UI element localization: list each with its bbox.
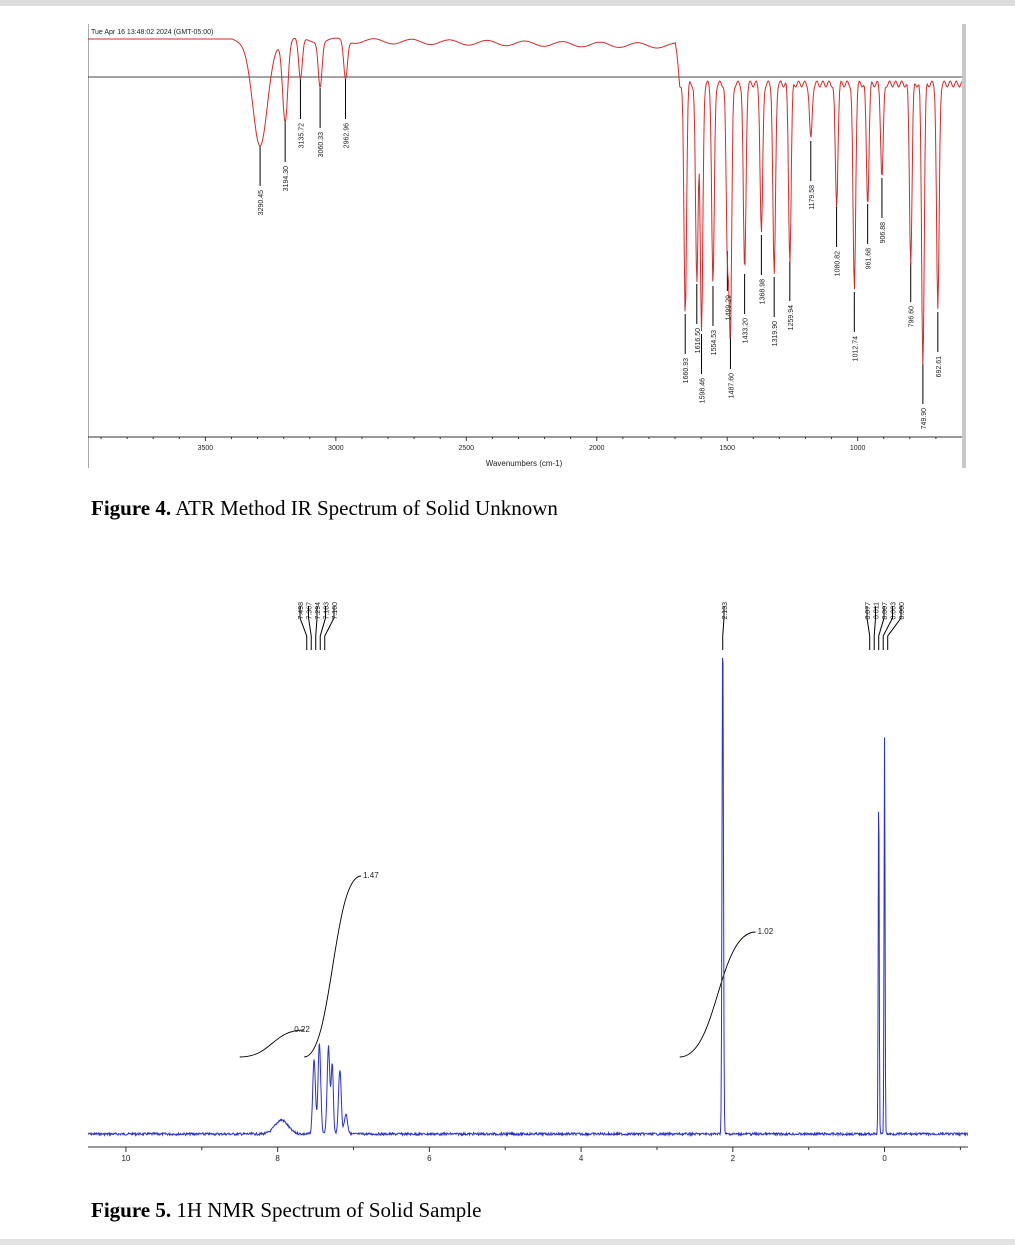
nmr-peak-label: 7.160 bbox=[332, 602, 339, 620]
nmr-peak-label: 7.498 bbox=[298, 602, 305, 620]
ir-tick-label: 1000 bbox=[850, 445, 866, 452]
nmr-label-leader bbox=[319, 606, 326, 650]
nmr-peak-label: 0.077 bbox=[865, 602, 872, 620]
ir-peak-label: 1433.20 bbox=[743, 318, 750, 343]
ir-peak-label: 1554.53 bbox=[711, 330, 718, 355]
nmr-label-leader bbox=[722, 606, 725, 650]
ir-tick-label: 3000 bbox=[328, 445, 344, 452]
nmr-label-leader bbox=[308, 606, 312, 650]
nmr-label-leader bbox=[315, 606, 318, 650]
nmr-label-leader bbox=[299, 606, 308, 650]
ir-spectrum-line bbox=[88, 37, 963, 366]
ir-tick-label: 3500 bbox=[198, 445, 214, 452]
nmr-label-leader bbox=[882, 606, 893, 650]
figure4-caption-text: ATR Method IR Spectrum of Solid Unknown bbox=[171, 496, 558, 520]
nmr-peak-label: 0.003 bbox=[891, 602, 898, 620]
nmr-peak-label: 0.007 bbox=[882, 602, 889, 620]
nmr-peak-label: 0.000 bbox=[899, 602, 906, 620]
ir-peak-label: 1080.82 bbox=[835, 251, 842, 276]
nmr-spectrum-chart: 10 8 6 4 2 0 7.498 7.367 7.294 7.183 7.160 2.133 0.… bbox=[87, 560, 969, 1180]
ir-tick-label: 2000 bbox=[589, 445, 605, 452]
nmr-label-leader bbox=[866, 606, 871, 650]
nmr-peak-label: 7.294 bbox=[315, 602, 322, 620]
nmr-peak-label: 0.011 bbox=[874, 602, 881, 619]
figure5-caption-text: 1H NMR Spectrum of Solid Sample bbox=[171, 1198, 482, 1222]
ir-peak-label: 961.68 bbox=[866, 248, 873, 270]
nmr-spectrum-svg: 10 8 6 4 2 0 7.498 7.367 7.294 7.183 7.160 2.133 0.… bbox=[87, 560, 969, 1180]
ir-tick-label: 2500 bbox=[459, 445, 475, 452]
nmr-label-leader bbox=[878, 606, 885, 650]
nmr-tick-label: 4 bbox=[579, 1154, 584, 1163]
ir-peak-label: 1616.50 bbox=[695, 328, 702, 353]
nmr-ticks: 10 8 6 4 2 0 bbox=[121, 1147, 961, 1163]
ir-peak-label: 3290.45 bbox=[258, 190, 265, 215]
ir-timestamp: Tue Apr 16 13:48:02 2024 (GMT-05:00) bbox=[91, 29, 213, 36]
nmr-integral-curve bbox=[679, 931, 756, 1058]
nmr-tick-label: 0 bbox=[882, 1154, 887, 1163]
ir-peak-label: 1259.94 bbox=[788, 305, 795, 330]
ir-peak-label: 3135.72 bbox=[298, 123, 305, 148]
nmr-label-leader bbox=[324, 606, 335, 650]
figure5-caption: Figure 5. 1H NMR Spectrum of Solid Sampl… bbox=[91, 1198, 481, 1223]
nmr-integral-label: 0.22 bbox=[294, 1025, 310, 1034]
top-border bbox=[0, 0, 1015, 6]
nmr-spectrum-line bbox=[87, 657, 969, 1138]
bottom-border bbox=[0, 1239, 1015, 1245]
ir-peak-label: 1319.90 bbox=[772, 321, 779, 346]
ir-spectrum-svg: Tue Apr 16 13:48:02 2024 (GMT-05:00) 350… bbox=[87, 24, 966, 468]
ir-peak-label: 3060.33 bbox=[318, 132, 325, 157]
nmr-tick-label: 2 bbox=[731, 1154, 736, 1163]
nmr-integral-label: 1.47 bbox=[363, 871, 379, 880]
ir-peak-label: 3194.30 bbox=[283, 166, 290, 191]
nmr-peak-labels: 7.498 7.367 7.294 7.183 7.160 2.133 0.077 0.011… bbox=[298, 602, 906, 650]
ir-peak-label: 1487.60 bbox=[728, 373, 735, 398]
nmr-peak-label: 7.183 bbox=[324, 602, 331, 620]
nmr-label-leader bbox=[873, 606, 876, 650]
nmr-plot-background bbox=[88, 560, 968, 1180]
nmr-integral-curve bbox=[239, 1029, 305, 1058]
nmr-integral-curve bbox=[304, 875, 362, 1058]
ir-spectrum-chart: Tue Apr 16 13:48:02 2024 (GMT-05:00) 350… bbox=[87, 24, 966, 468]
ir-peak-label: 1179.58 bbox=[809, 185, 816, 210]
ir-peak-label: 749.90 bbox=[921, 408, 928, 430]
ir-tick-label: 1500 bbox=[719, 445, 735, 452]
nmr-integrals: 0.22 1.47 1.02 bbox=[239, 871, 774, 1058]
nmr-tick-label: 10 bbox=[121, 1154, 130, 1163]
ir-right-scrollbar bbox=[962, 24, 966, 468]
ir-peaks: 3290.45 3194.30 3135.72 3060.33 2962.96 1660.… bbox=[258, 79, 943, 429]
ir-peak-label: 906.88 bbox=[880, 222, 887, 244]
ir-peak-label: 692.61 bbox=[936, 356, 943, 378]
ir-x-axis-label: Wavenumbers (cm-1) bbox=[486, 459, 563, 468]
ir-plot-background bbox=[88, 24, 966, 468]
figure5-caption-label: Figure 5. bbox=[91, 1198, 172, 1222]
nmr-integral-label: 1.02 bbox=[758, 927, 774, 936]
figure4-caption: Figure 4. ATR Method IR Spectrum of Soli… bbox=[91, 496, 558, 521]
nmr-peak-label: 7.367 bbox=[307, 602, 314, 620]
ir-peak-label: 1012.74 bbox=[852, 336, 859, 361]
ir-peak-label: 796.60 bbox=[909, 306, 916, 328]
nmr-peak-label: 2.133 bbox=[722, 602, 729, 620]
ir-peak-label: 2962.96 bbox=[344, 123, 351, 148]
nmr-tick-label: 8 bbox=[275, 1154, 280, 1163]
nmr-tick-label: 6 bbox=[427, 1154, 432, 1163]
ir-peak-label: 1598.46 bbox=[700, 378, 707, 403]
ir-ticks: 3500 3000 2500 2000 1500 1000 bbox=[100, 437, 937, 452]
figure4-caption-label: Figure 4. bbox=[91, 496, 172, 520]
nmr-label-leader bbox=[887, 606, 902, 650]
ir-peak-label: 1368.98 bbox=[759, 279, 766, 304]
ir-peak-label: 1660.93 bbox=[683, 358, 690, 383]
